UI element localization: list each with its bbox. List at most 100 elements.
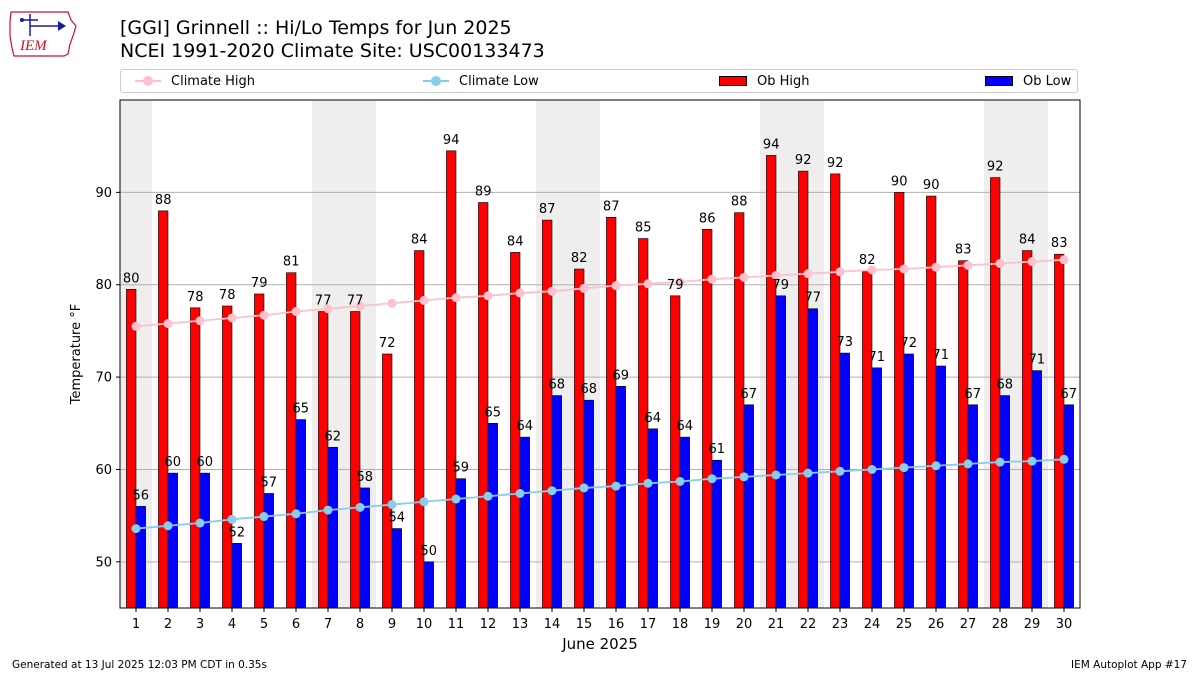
x-tick-label-23: 23 bbox=[832, 617, 849, 632]
bar-high-11 bbox=[446, 150, 457, 609]
bar-high-24 bbox=[862, 270, 873, 609]
logo-text: IEM bbox=[19, 38, 48, 54]
bar-high-29 bbox=[1022, 250, 1033, 609]
climate-low-point-2 bbox=[163, 521, 173, 531]
label-high-4: 78 bbox=[219, 288, 236, 303]
bar-low-26 bbox=[935, 365, 946, 609]
label-low-20: 67 bbox=[741, 387, 758, 402]
climate-low-point-26 bbox=[931, 461, 941, 471]
x-tick-label-27: 27 bbox=[960, 617, 977, 632]
label-high-14: 87 bbox=[539, 202, 556, 217]
climate-low-point-10 bbox=[419, 497, 429, 507]
bar-low-22 bbox=[807, 308, 818, 609]
climate-high-point-27 bbox=[963, 260, 973, 270]
legend-item-ob-low: Ob Low bbox=[985, 70, 1071, 92]
climate-high-point-16 bbox=[611, 281, 621, 291]
climate-low-point-7 bbox=[323, 505, 333, 515]
bar-low-20 bbox=[743, 404, 754, 609]
climate-high-point-21 bbox=[771, 270, 781, 280]
bar-low-9 bbox=[391, 528, 402, 609]
label-high-27: 83 bbox=[955, 243, 972, 258]
bar-high-16 bbox=[606, 217, 617, 609]
x-tick-label-11: 11 bbox=[448, 617, 465, 632]
label-high-9: 72 bbox=[379, 336, 396, 351]
climate-high-point-19 bbox=[707, 274, 717, 284]
label-high-11: 94 bbox=[443, 133, 460, 148]
climate-high-point-11 bbox=[451, 293, 461, 303]
label-high-19: 86 bbox=[699, 211, 716, 226]
x-tick-label-6: 6 bbox=[292, 617, 300, 632]
bar-low-7 bbox=[327, 446, 338, 609]
iem-logo: IEM bbox=[8, 6, 80, 60]
label-high-5: 79 bbox=[251, 276, 268, 291]
climate-low-point-4 bbox=[227, 514, 237, 524]
bars bbox=[126, 150, 1074, 609]
bar-low-4 bbox=[231, 543, 242, 609]
label-low-11: 59 bbox=[453, 461, 470, 476]
climate-low-point-15 bbox=[579, 483, 589, 493]
x-tick-label-12: 12 bbox=[480, 617, 497, 632]
x-tick-label-20: 20 bbox=[736, 617, 753, 632]
label-low-27: 67 bbox=[965, 387, 982, 402]
climate-low-point-14 bbox=[547, 486, 557, 496]
climate-low-point-16 bbox=[611, 481, 621, 491]
legend-item-ob-high: Ob High bbox=[719, 70, 810, 92]
y-axis-label: Temperature °F bbox=[69, 304, 84, 405]
climate-high-point-2 bbox=[163, 319, 173, 329]
climate-high-point-7 bbox=[323, 304, 333, 314]
label-high-30: 83 bbox=[1051, 236, 1068, 251]
bar-high-30 bbox=[1054, 253, 1065, 609]
bar-low-15 bbox=[583, 399, 594, 609]
label-low-5: 57 bbox=[261, 475, 278, 490]
chart-title: [GGI] Grinnell :: Hi/Lo Temps for Jun 20… bbox=[120, 17, 545, 63]
climate-low-point-8 bbox=[355, 502, 365, 512]
x-tick-label-26: 26 bbox=[928, 617, 945, 632]
label-high-6: 81 bbox=[283, 255, 300, 270]
label-high-2: 88 bbox=[155, 193, 172, 208]
climate-high-point-3 bbox=[195, 316, 205, 326]
x-tick-label-7: 7 bbox=[324, 617, 332, 632]
climate-low-point-19 bbox=[707, 474, 717, 484]
x-tick-label-5: 5 bbox=[260, 617, 268, 632]
bar-high-1 bbox=[126, 289, 137, 609]
bar-low-13 bbox=[519, 436, 530, 609]
x-tick-label-14: 14 bbox=[544, 617, 561, 632]
label-low-15: 68 bbox=[581, 382, 598, 397]
bar-high-6 bbox=[286, 272, 297, 609]
climate-low-point-22 bbox=[803, 468, 813, 478]
x-tick-label-9: 9 bbox=[388, 617, 396, 632]
x-tick-label-17: 17 bbox=[640, 617, 657, 632]
bar-low-5 bbox=[263, 493, 274, 609]
label-low-10: 50 bbox=[421, 544, 438, 559]
bar-high-9 bbox=[382, 353, 393, 609]
climate-high-point-18 bbox=[675, 277, 685, 287]
climate-low-point-17 bbox=[643, 478, 653, 488]
label-low-29: 71 bbox=[1029, 353, 1046, 368]
bar-low-27 bbox=[967, 404, 978, 609]
x-tick-label-16: 16 bbox=[608, 617, 625, 632]
climate-high-point-17 bbox=[643, 279, 653, 289]
bar-low-21 bbox=[775, 295, 786, 609]
climate-low-point-30 bbox=[1059, 454, 1069, 464]
bar-low-30 bbox=[1063, 404, 1074, 609]
bar-high-25 bbox=[894, 192, 905, 609]
bar-high-14 bbox=[542, 219, 553, 609]
climate-low-point-24 bbox=[867, 464, 877, 474]
x-axis-label: June 2025 bbox=[561, 635, 638, 653]
climate-low-point-20 bbox=[739, 472, 749, 482]
legend-swatch-climate-low bbox=[423, 74, 449, 88]
climate-low-point-23 bbox=[835, 466, 845, 476]
y-tick-label-90: 90 bbox=[95, 186, 112, 201]
climate-high-line bbox=[135, 258, 1065, 328]
bar-low-29 bbox=[1031, 370, 1042, 609]
climate-low-point-5 bbox=[259, 512, 269, 522]
label-low-7: 62 bbox=[325, 429, 342, 444]
label-high-7: 77 bbox=[315, 294, 332, 309]
climate-high-point-1 bbox=[131, 321, 141, 331]
label-low-30: 67 bbox=[1061, 387, 1078, 402]
label-low-23: 73 bbox=[837, 335, 854, 350]
climate-high-point-8 bbox=[355, 301, 365, 311]
climate-low-point-18 bbox=[675, 476, 685, 486]
